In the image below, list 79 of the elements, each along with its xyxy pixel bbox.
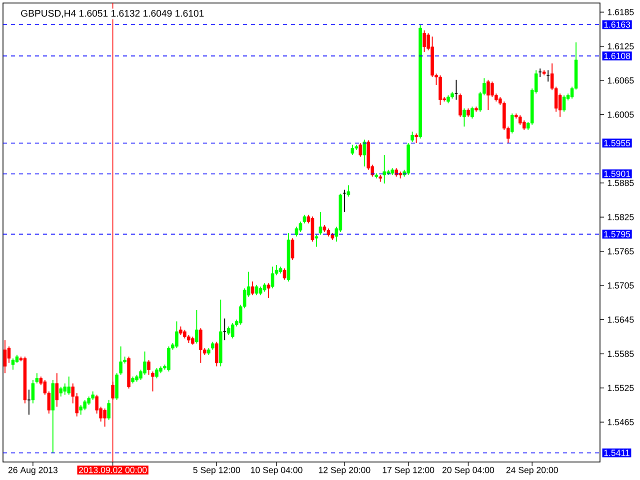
candlestick <box>143 351 146 376</box>
candlestick <box>282 268 286 280</box>
candlestick <box>195 309 198 344</box>
candlestick <box>55 372 59 408</box>
x-tick-label: 5 Sep 12:00 <box>193 466 240 475</box>
ref-line-label: 1.6108 <box>604 52 630 60</box>
candlestick <box>358 142 362 158</box>
candlestick <box>63 382 67 396</box>
text: GBPUSD,H4 1.6051 1.6132 1.6049 1.6101 <box>21 10 204 18</box>
candlestick <box>3 340 7 374</box>
candlestick <box>222 318 226 341</box>
candlestick <box>522 120 526 130</box>
candlestick <box>79 404 83 416</box>
candlestick <box>107 399 110 420</box>
x-tick-label: 10 Sep 04:00 <box>251 466 302 475</box>
candlestick <box>510 113 514 134</box>
candlestick <box>314 234 318 248</box>
y-tick-label: 1.5705 <box>608 282 634 289</box>
x-tick-label: 24 Sep 20:00 <box>506 466 558 475</box>
y-tick-label: 1.6185 <box>608 8 634 16</box>
candlestick <box>362 139 366 167</box>
candlestick <box>382 154 386 184</box>
candlestick <box>215 341 218 367</box>
candlestick <box>470 106 474 120</box>
candlestick <box>346 184 350 198</box>
candlestick <box>230 322 234 339</box>
x-tick-label: 26 Aug 2013 <box>8 466 58 475</box>
candlestick <box>310 216 314 242</box>
candlestick <box>538 68 542 78</box>
y-tick-label: 1.6125 <box>608 43 634 50</box>
candlestick <box>155 368 158 379</box>
candlestick <box>486 79 490 111</box>
candlestick <box>250 281 254 296</box>
x-tick-label: 12 Sep 20:00 <box>318 466 370 475</box>
candlestick <box>11 358 15 370</box>
candlestick <box>290 238 294 260</box>
ref-line-label: 1.5901 <box>604 170 630 177</box>
candlestick <box>562 94 566 112</box>
candlestick <box>490 81 494 98</box>
ref-line-label: 1.5411 <box>604 450 630 456</box>
candlestick <box>270 266 274 289</box>
candlestick <box>422 30 426 52</box>
candlestick <box>59 386 63 397</box>
candlestick <box>458 93 462 118</box>
candlestick <box>199 328 202 364</box>
y-tick-label: 1.6005 <box>608 112 634 118</box>
candlestick <box>83 399 87 411</box>
y-tick-label: 1.5885 <box>608 180 634 186</box>
candlestick <box>95 394 98 414</box>
candlestick <box>350 144 354 156</box>
candlestick <box>438 74 442 106</box>
y-tick-label: 1.6065 <box>608 77 634 84</box>
candlestick <box>103 408 106 428</box>
candlestick <box>318 212 322 236</box>
y-tick-label: 1.5465 <box>608 419 634 426</box>
y-tick-label: 1.5645 <box>608 316 634 323</box>
candlestick <box>414 132 418 144</box>
candlestick <box>454 79 458 100</box>
candlestick <box>167 346 170 372</box>
candlestick <box>151 370 154 392</box>
ref-line-label: 1.5795 <box>604 231 630 238</box>
y-tick-label: 1.5765 <box>608 248 634 254</box>
candlestick <box>410 131 414 142</box>
candlestick <box>31 380 35 404</box>
candlestick <box>147 360 150 376</box>
x-tick-label: 17 Sep 12:00 <box>382 466 434 475</box>
candlestick <box>254 284 258 296</box>
y-tick-label: 1.5585 <box>608 350 634 357</box>
candlestick <box>175 320 178 349</box>
x-tick-label: 2013.09.02 00:00 <box>79 466 147 474</box>
y-tick-label: 1.5525 <box>608 384 634 392</box>
x-tick-label: 20 Sep 04:00 <box>442 466 494 475</box>
candlestick <box>266 282 270 298</box>
y-tick-label: 1.5825 <box>608 214 634 220</box>
ref-line-label: 1.5955 <box>604 140 630 146</box>
candlestick <box>67 376 71 396</box>
candlestick <box>462 108 466 128</box>
ref-line-label: 1.6163 <box>604 22 630 28</box>
candlestick <box>27 389 31 416</box>
